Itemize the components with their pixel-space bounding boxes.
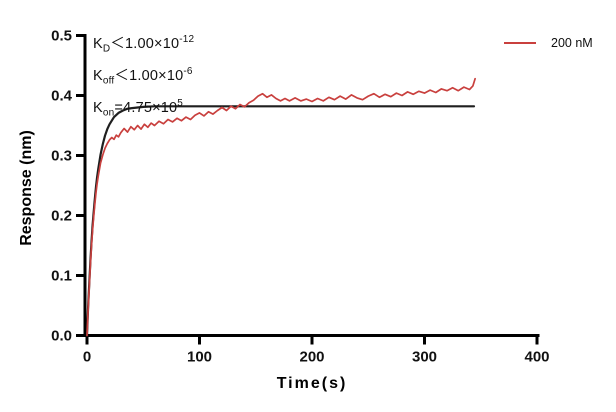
y-tick-label: 0.3: [51, 148, 72, 165]
legend-label: 200 nM: [551, 36, 593, 50]
param-exponent: 5: [177, 98, 184, 110]
fit-curve: [85, 105, 476, 337]
param-exponent: -12: [179, 34, 195, 45]
kinetics-line-kon: Kon=4.75×105: [93, 93, 194, 125]
y-tick-label: 0.2: [51, 208, 72, 225]
x-tick-label: 200: [299, 349, 324, 366]
param-value: 4.75×10: [123, 100, 178, 117]
y-axis-title: Response (nm): [18, 130, 35, 246]
y-tick-label: 0.1: [51, 268, 72, 285]
legend-line-swatch: [504, 42, 536, 44]
legend: 200 nM: [504, 36, 593, 50]
param-name: K: [93, 67, 103, 84]
x-tick-label: 300: [412, 349, 437, 366]
param-subscript: off: [102, 75, 115, 87]
y-tick-label: 0.0: [51, 328, 72, 345]
param-subscript: on: [102, 107, 115, 119]
kinetics-annotation: KD＜1.00×10-12 Koff＜1.00×10-6 Kon=4.75×10…: [93, 29, 194, 125]
y-tick-label: 0.4: [51, 88, 73, 105]
relation-sign: ＜: [114, 67, 130, 84]
x-tick-label: 400: [524, 349, 549, 366]
sample-curve: [86, 77, 476, 337]
x-tick-label: 0: [83, 349, 91, 366]
relation-sign: ＜: [110, 35, 125, 52]
y-tick-label: 0.5: [51, 28, 72, 45]
kinetics-line-koff: Koff＜1.00×10-6: [93, 61, 194, 93]
param-name: K: [93, 35, 103, 52]
x-axis-title: Time(s): [276, 375, 348, 392]
x-tick-label: 100: [187, 349, 212, 366]
param-value: 1.00×10: [129, 67, 184, 84]
param-subscript: D: [102, 43, 111, 55]
param-value: 1.00×10: [125, 35, 180, 52]
param-name: K: [93, 100, 103, 117]
relation-sign: =: [114, 100, 124, 117]
param-exponent: -6: [183, 66, 193, 78]
kinetics-line-kd: KD＜1.00×10-12: [93, 29, 194, 61]
